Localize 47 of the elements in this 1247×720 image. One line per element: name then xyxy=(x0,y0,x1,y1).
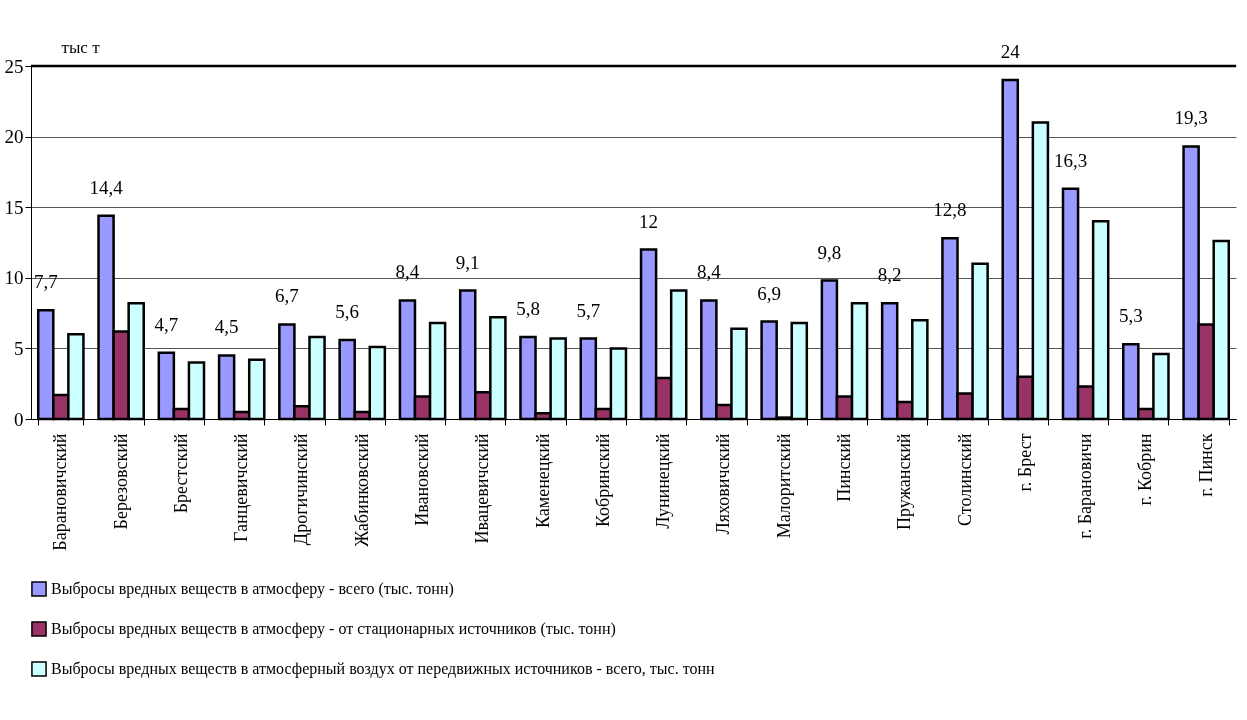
x-tick-label: Ляховичский xyxy=(713,433,734,535)
x-tick-label: г. Пинск xyxy=(1195,433,1216,497)
y-tick-label: 0 xyxy=(14,408,24,430)
y-tick-label: 20 xyxy=(4,126,24,148)
x-tick-label: Пружанский xyxy=(894,433,915,531)
x-tick-label: Брестский xyxy=(170,433,191,514)
x-tick-label: Барановичский xyxy=(50,433,71,551)
data-label: 5,8 xyxy=(516,298,540,320)
x-tick-label: Ганцевичский xyxy=(231,433,252,542)
data-label: 4,7 xyxy=(154,313,179,335)
x-tick-label: г. Кобрин xyxy=(1135,433,1156,506)
x-tick-label: Лунинецкий xyxy=(653,433,674,529)
data-label: 14,4 xyxy=(89,176,124,198)
x-tick-label: Дрогичинский xyxy=(291,433,312,546)
x-tick-label: Каменецкий xyxy=(532,433,553,528)
data-label: 24 xyxy=(1000,41,1021,63)
x-tick-label: Ивановский xyxy=(412,433,433,526)
y-tick-label: 5 xyxy=(14,337,24,359)
data-label: 5,6 xyxy=(335,300,360,322)
data-label: 8,4 xyxy=(395,261,420,283)
data-label: 8,4 xyxy=(696,261,722,283)
legend-label: Выбросы вредных веществ в атмосферный воздух от передвижных источников - всего, тыс. тонн xyxy=(51,660,715,678)
x-tick-label: Пинский xyxy=(833,433,854,502)
legend-label: Выбросы вредных веществ в атмосферу - от стационарных источников (тыс. тонн) xyxy=(51,620,616,638)
y-axis-title: тыс т xyxy=(61,37,101,57)
data-label: 4,5 xyxy=(214,316,239,338)
x-tick-label: Ивацевичский xyxy=(472,433,493,544)
y-tick-label: 25 xyxy=(4,55,24,77)
x-tick-label: Кобринский xyxy=(592,433,613,528)
data-label: 6,7 xyxy=(275,285,299,307)
x-tick-label: Березовский xyxy=(110,433,131,530)
data-label: 5,3 xyxy=(1118,305,1143,327)
data-label: 16,3 xyxy=(1053,149,1088,171)
legend-label: Выбросы вредных веществ в атмосферу - всего (тыс. тонн) xyxy=(51,580,454,598)
data-label: 5,7 xyxy=(576,299,601,321)
data-label: 9,8 xyxy=(817,241,842,263)
y-tick-label: 15 xyxy=(4,196,24,218)
data-label: 12 xyxy=(639,210,659,232)
x-tick-label: Жабинковский xyxy=(351,433,372,547)
data-label: 6,9 xyxy=(757,282,782,304)
data-label: 19,3 xyxy=(1174,107,1208,129)
x-tick-label: Малоритский xyxy=(773,433,794,539)
x-tick-label: г. Барановичи xyxy=(1075,433,1096,539)
y-tick-label: 10 xyxy=(4,267,24,289)
x-tick-label: г. Брест xyxy=(1014,433,1035,492)
x-tick-label: Столинский xyxy=(954,433,975,526)
data-label: 9,1 xyxy=(455,251,480,273)
